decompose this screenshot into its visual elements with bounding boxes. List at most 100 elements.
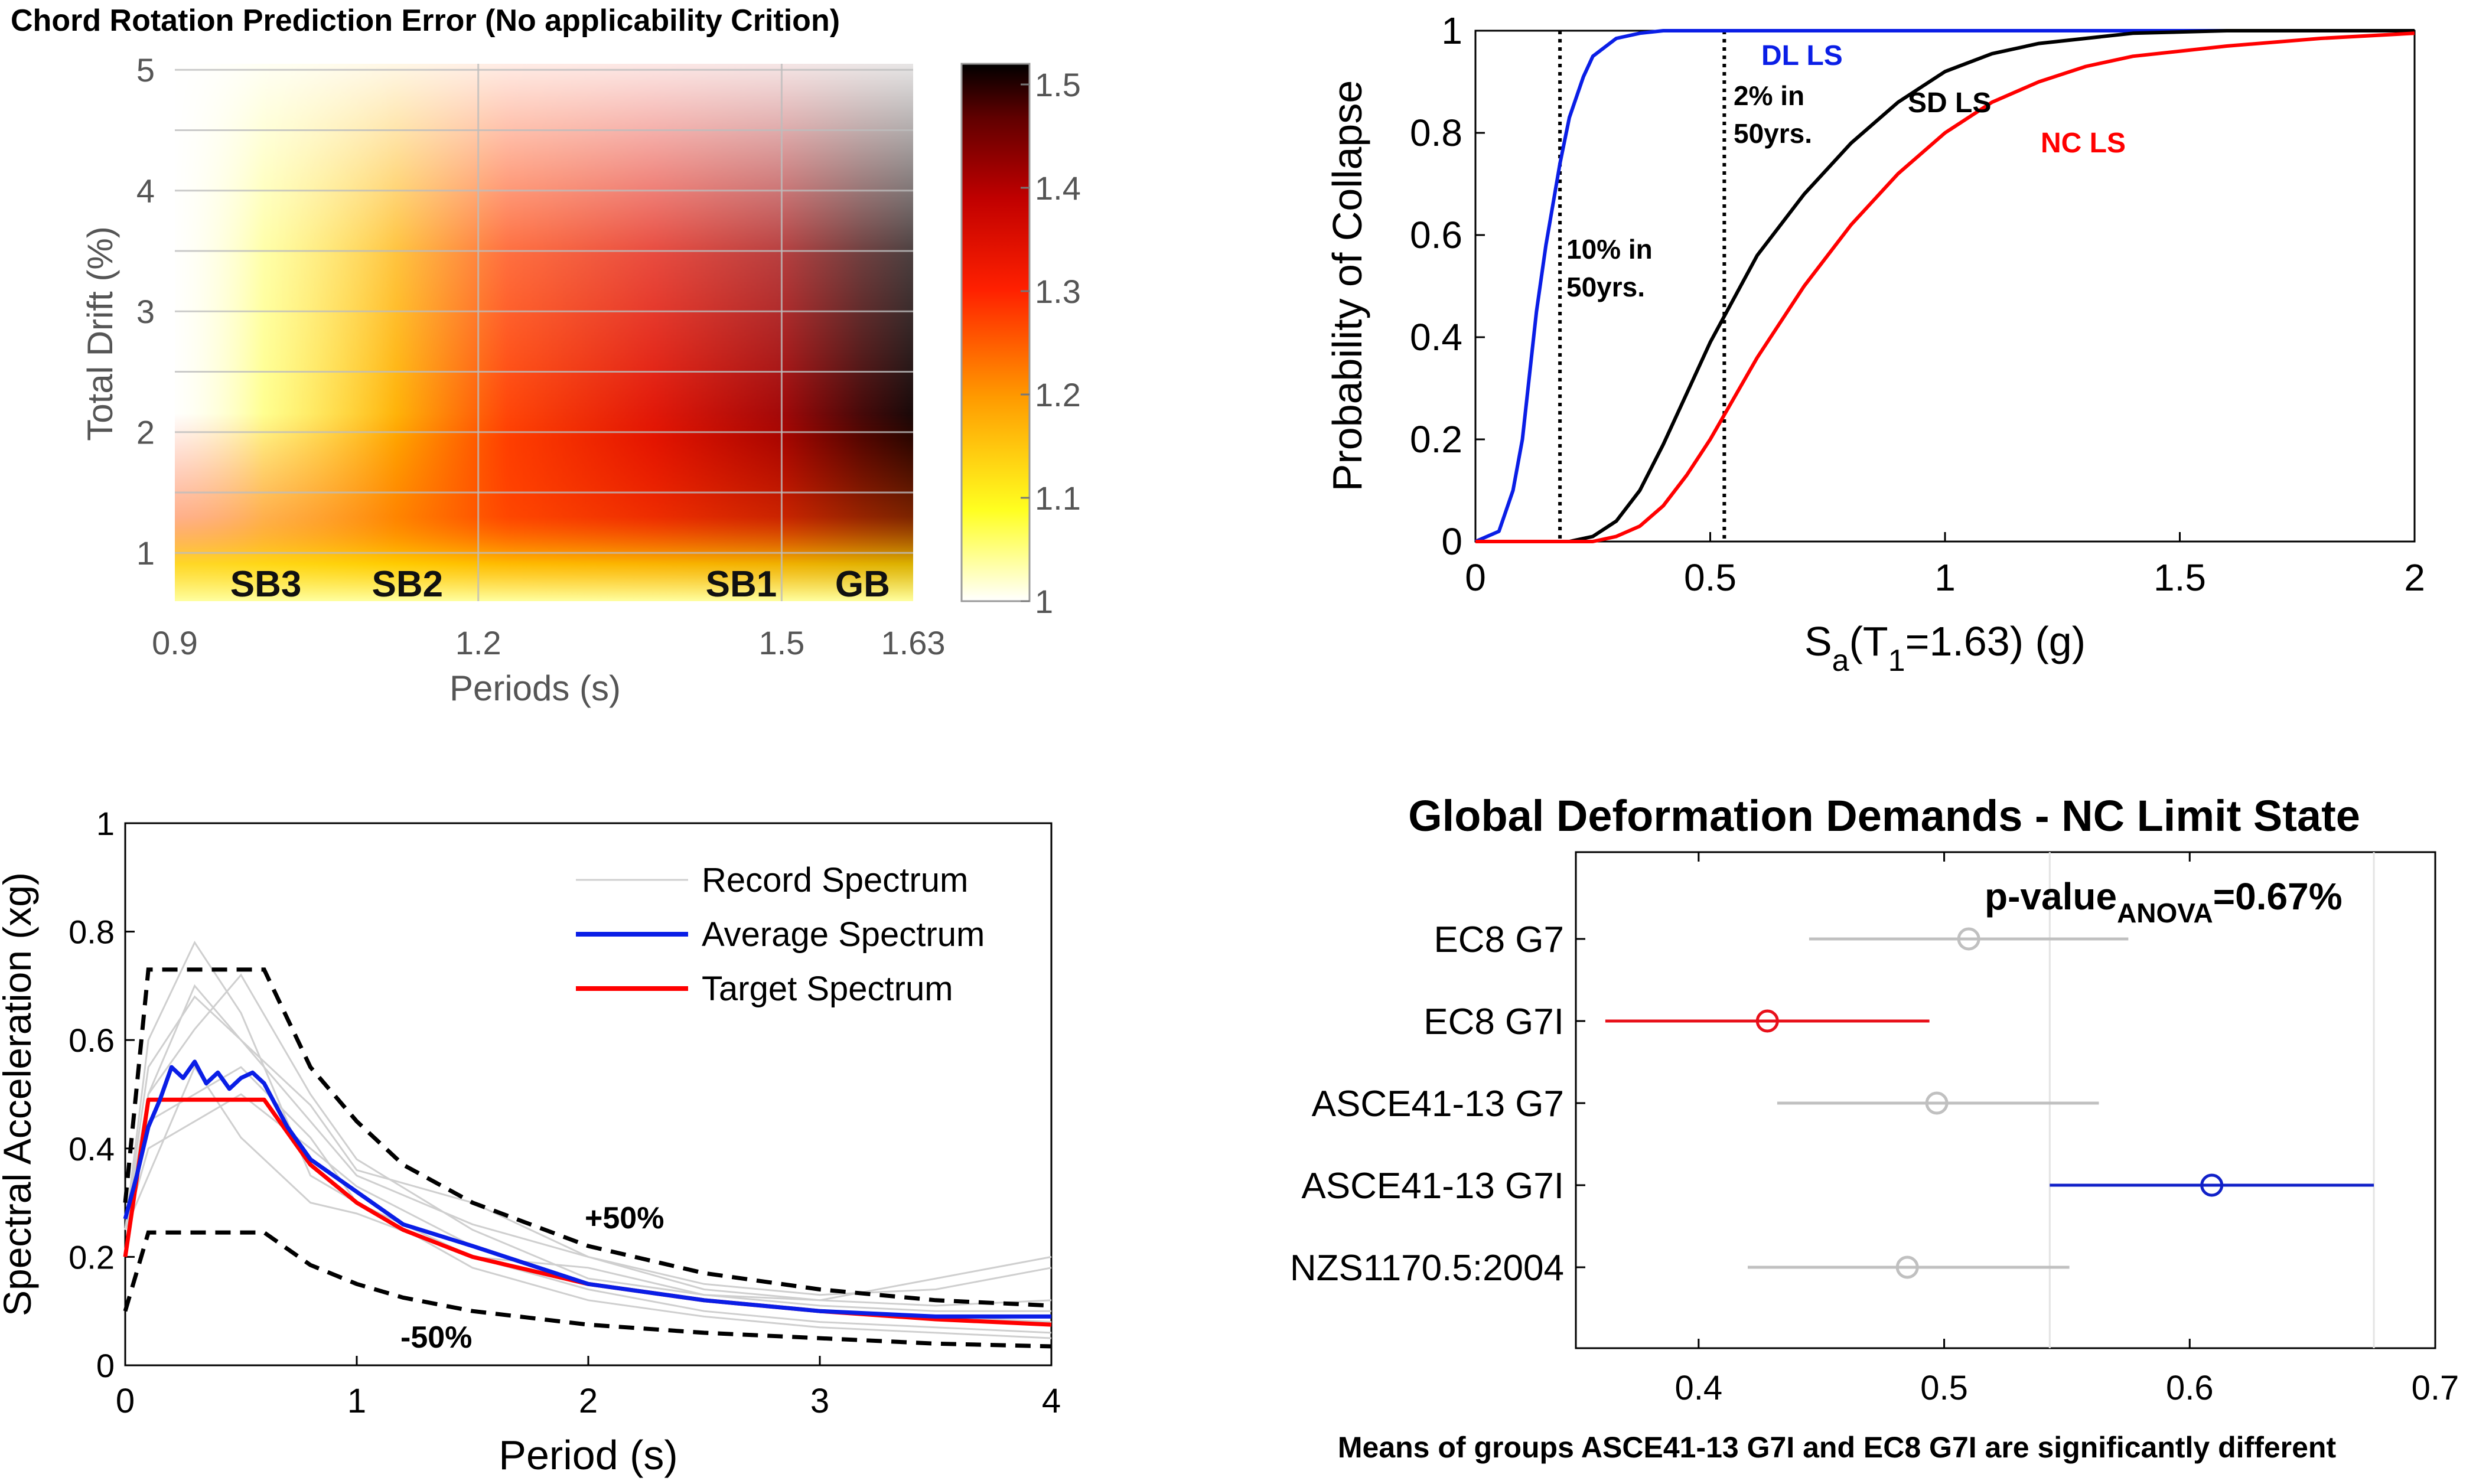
- spectra-x-tick-label: 1: [347, 1382, 366, 1420]
- anova-plot-box: [1575, 851, 2436, 1349]
- colorbar-tick-label: 1.2: [1035, 376, 1081, 413]
- record-spectrum-line: [124, 984, 1052, 1296]
- anova-x-tick-label: 0.6: [2166, 1369, 2214, 1407]
- heatmap-region-label: GB: [835, 564, 890, 605]
- fragility-x-tick-label: 0.5: [1684, 556, 1737, 599]
- fragility-curve-nc: [1475, 31, 2415, 543]
- heatmap-y-ticks: 1 2 3 4 5: [136, 51, 155, 572]
- anova-group-label: NZS1170.5:2004: [1290, 1248, 1564, 1289]
- upper-bound-line: [123, 967, 1052, 1308]
- legend-entry: Average Spectrum: [702, 915, 985, 954]
- spectra-ticks: 0 1 2 3 4 0 0.2 0.4 0.6 0.8 1: [69, 805, 1061, 1420]
- fragility-y-tick-label: 0.2: [1410, 418, 1462, 461]
- fragility-curves: [1474, 29, 2415, 543]
- anova-mean-marker: [1755, 1009, 1779, 1033]
- average-spectrum-line: [123, 1059, 1051, 1319]
- spectra-x-tick-label: 3: [810, 1382, 829, 1420]
- anova-x-tick-label: 0.4: [1675, 1369, 1723, 1407]
- heatmap-x-ticks: 0.9 1.2 1.5 1.63: [152, 624, 945, 661]
- spectra-y-tick-label: 1: [96, 805, 115, 842]
- heatmap-region-label: SB2: [372, 564, 444, 605]
- spectra-legend: Record Spectrum Average Spectrum Target Sp…: [576, 861, 985, 1008]
- heatmap-title: Chord Rotation Prediction Error (No appl…: [11, 4, 840, 38]
- spectra-x-tick-label: 4: [1042, 1382, 1061, 1420]
- fragility-labels: DL LS SD LS NC LS 10% in 50yrs. 2% in 50yrs.: [1566, 40, 2126, 302]
- heatmap-y-label: Total Drift (%): [80, 226, 120, 441]
- spectra-x-tick-label: 2: [579, 1382, 598, 1420]
- colorbar-tick-label: 1: [1035, 583, 1053, 620]
- spectra-y-tick-label: 0.8: [69, 914, 115, 951]
- colorbar-tick-label: 1.3: [1035, 273, 1081, 310]
- heatmap-x-tick-label: 1.2: [455, 624, 501, 661]
- fragility-x-tick-label: 1.5: [2154, 556, 2206, 599]
- anova-ticks: 0.4 0.5 0.6 0.7: [1675, 852, 2459, 1407]
- anova-group-label: EC8 G7: [1434, 919, 1564, 960]
- fragility-y-tick-label: 1: [1441, 9, 1462, 52]
- fragility-x-tick-label: 0: [1465, 556, 1486, 599]
- heatmap-x-tick-label: 1.63: [881, 624, 946, 661]
- spectra-y-tick-label: 0.6: [69, 1022, 115, 1059]
- heatmap-x-tick-label: 1.5: [758, 624, 804, 661]
- heatmap-y-tick-label: 4: [136, 172, 155, 210]
- fragility-ticks: 0 0.5 1 1.5 2 0 0.2 0.4 0.6 0.8 1: [1410, 9, 2425, 599]
- fragility-x-label: Sa(T1=1.63) (g): [1804, 618, 2086, 678]
- fragility-x-tick-label: 1: [1934, 556, 1956, 599]
- spectra-panel: 0 1 2 3 4 0 0.2 0.4 0.6 0.8 1 Record Spectrum Avera…: [0, 805, 1061, 1478]
- spectra-x-label: Period (s): [499, 1432, 677, 1478]
- anova-mean-marker: [2200, 1173, 2224, 1197]
- heatmap-grid: [175, 64, 913, 601]
- anova-p-value: p-valueANOVA=0.67%: [1985, 875, 2343, 928]
- fragility-panel: 0 0.5 1 1.5 2 0 0.2 0.4 0.6 0.8 1 DL LS SD LS NC LS 1…: [1324, 9, 2425, 678]
- lower-bound-label: -50%: [400, 1320, 472, 1355]
- spectra-y-tick-label: 0.2: [69, 1238, 115, 1276]
- anova-group-label: ASCE41-13 G7: [1312, 1084, 1564, 1124]
- fragility-series-label: SD LS: [1908, 87, 1991, 119]
- spectra-y-tick-label: 0.4: [69, 1130, 115, 1167]
- fragility-y-tick-label: 0: [1441, 520, 1462, 563]
- heatmap-region-labels: SB3 SB2 SB1 GB: [230, 564, 890, 605]
- anova-mean-marker: [1895, 1255, 1919, 1279]
- legend-entry: Target Spectrum: [702, 970, 953, 1008]
- heatmap-x-label: Periods (s): [449, 668, 621, 708]
- anova-mean-marker: [1925, 1091, 1949, 1115]
- fragility-curve-sd: [1475, 29, 2415, 543]
- heatmap-panel: Chord Rotation Prediction Error (No appl…: [11, 4, 1081, 708]
- spectra-x-tick-label: 0: [116, 1382, 135, 1420]
- fragility-hazard-lines: [1558, 31, 1726, 542]
- hazard-annotation: 2% in: [1734, 80, 1804, 111]
- heatmap-region-label: SB1: [706, 564, 777, 605]
- bound-labels: +50% -50%: [400, 1201, 664, 1355]
- fragility-y-tick-label: 0.6: [1410, 214, 1462, 256]
- spectra-y-label: Spectral Acceleration (xg): [0, 872, 39, 1316]
- heatmap-y-tick-label: 5: [136, 51, 155, 89]
- colorbar-tick-label: 1.5: [1035, 66, 1081, 103]
- hazard-annotation: 10% in: [1566, 234, 1653, 265]
- record-spectrum-line: [124, 973, 1052, 1302]
- fragility-series-label: DL LS: [1761, 40, 1843, 71]
- heatmap-y-tick-label: 1: [136, 534, 155, 572]
- hazard-annotation: 50yrs.: [1566, 272, 1645, 302]
- lower-bound-line: [123, 1230, 1052, 1349]
- anova-panel: Global Deformation Demands - NC Limit St…: [1290, 791, 2459, 1464]
- heatmap-x-tick-label: 0.9: [152, 624, 198, 661]
- colorbar: [960, 63, 1031, 602]
- heatmap-y-tick-label: 3: [136, 293, 155, 330]
- fragility-series-label: NC LS: [2041, 128, 2126, 159]
- anova-group-label: ASCE41-13 G7I: [1301, 1166, 1564, 1206]
- anova-footer: Means of groups ASCE41-13 G7I and EC8 G7…: [1338, 1431, 2337, 1464]
- heatmap-plot-area: [175, 64, 913, 601]
- upper-bound-label: +50%: [585, 1201, 664, 1235]
- record-spectrum-line: [124, 1065, 1052, 1334]
- heatmap-fade-bottom: [175, 413, 913, 601]
- fragility-curve-dl: [1474, 29, 2415, 543]
- anova-group-label: EC8 G7I: [1423, 1002, 1564, 1042]
- fragility-y-tick-label: 0.4: [1410, 316, 1462, 358]
- anova-mean-marker: [1957, 927, 1980, 951]
- legend-entry: Record Spectrum: [702, 861, 968, 899]
- anova-x-tick-label: 0.7: [2412, 1369, 2459, 1407]
- fragility-y-tick-label: 0.8: [1410, 112, 1462, 154]
- heatmap-region-label: SB3: [230, 564, 302, 605]
- colorbar-tick-label: 1.1: [1035, 480, 1081, 517]
- heatmap-y-tick-label: 2: [136, 414, 155, 451]
